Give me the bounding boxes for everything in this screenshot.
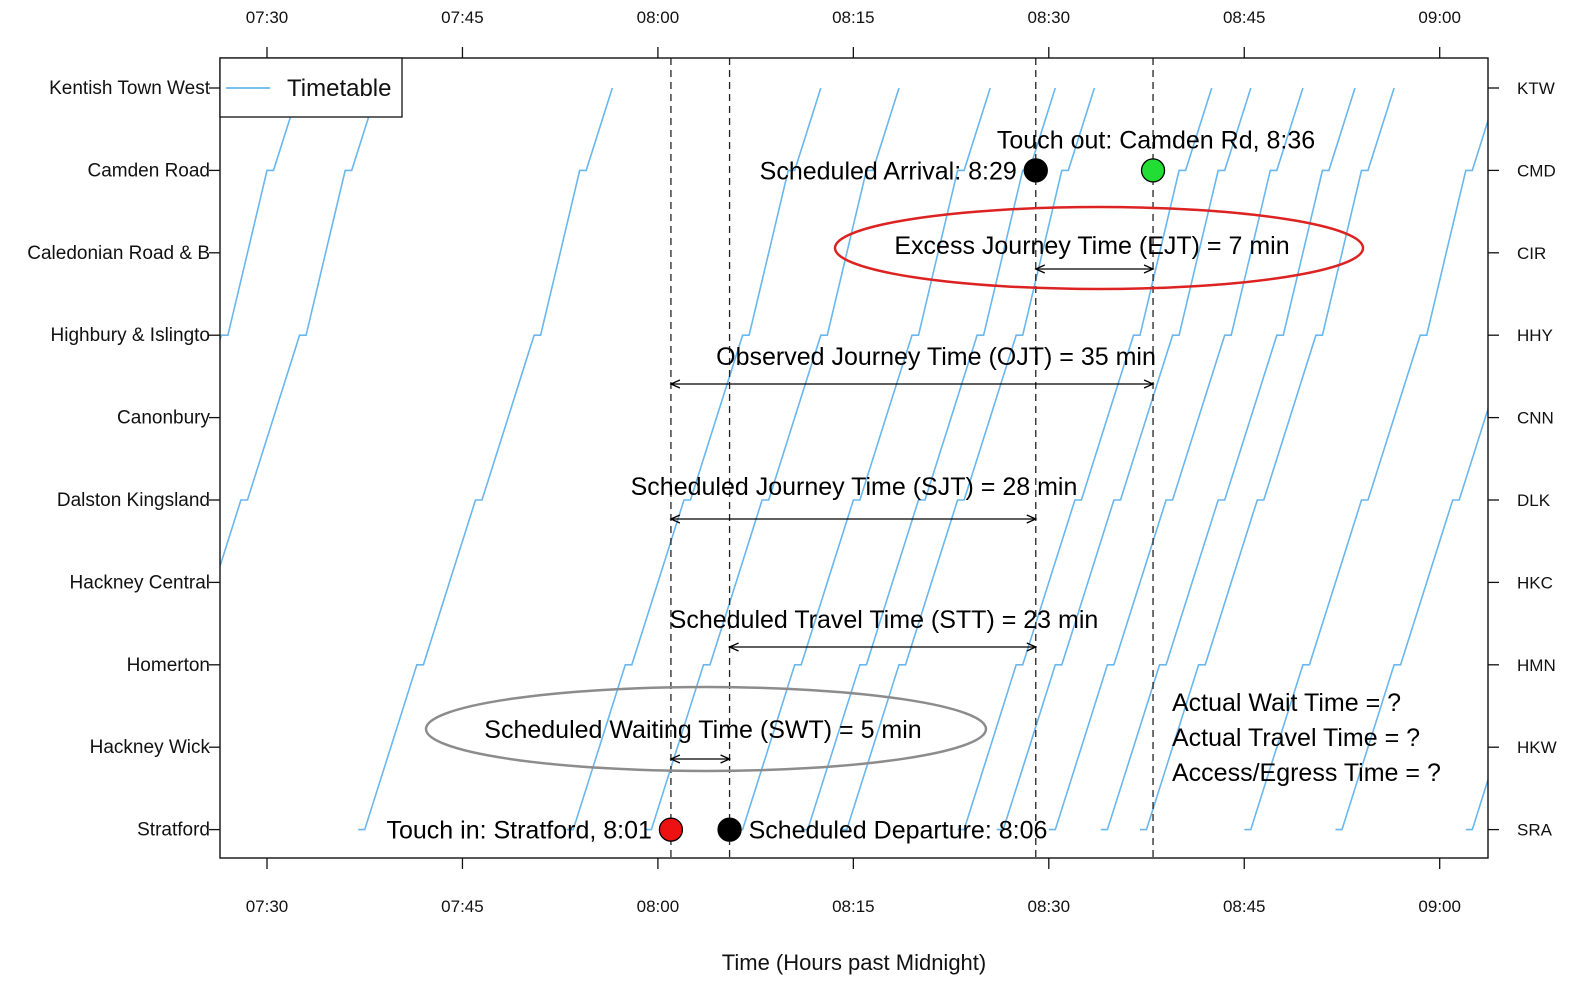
timetable-lines [220,87,1488,831]
highlight-ellipses [424,205,1365,773]
train-path [957,87,1213,831]
station-code: SRA [1517,821,1553,840]
x-axis-title: Time (Hours past Midnight) [722,950,986,975]
station-code: HMN [1517,656,1556,675]
event-marker [658,817,684,842]
interval-label: Excess Journey Time (EJT) = 7 min [894,232,1289,260]
marker-label: Scheduled Arrival: 8:29 [760,157,1017,185]
plot-frame [219,57,1489,859]
station-code: HKC [1517,573,1553,592]
x-tick-label-bottom: 08:15 [832,897,875,916]
x-tick-label-bottom: 08:30 [1028,897,1071,916]
y-axis: Kentish Town West KTW Camden Road CMD Caledo… [27,78,1556,841]
arrow-head-left [669,754,681,764]
event-markers [658,158,1166,842]
note-text: Actual Wait Time = ? [1172,689,1401,717]
train-path [566,87,822,831]
interval-arrows [669,264,1155,764]
train-path [1048,87,1304,831]
train-path [220,87,379,569]
annotations: Excess Journey Time (EJT) = 7 min Observe… [386,126,1440,844]
train-path [358,87,614,831]
train-path [1100,87,1356,831]
arrow-head-right [1143,264,1155,274]
note-text: Actual Travel Time = ? [1172,724,1420,752]
train-path [996,87,1252,831]
train-path [220,87,301,343]
legend-label: Timetable [287,75,391,102]
x-axis: 07:30 07:30 07:45 07:45 08:00 08:00 08:15 08:15… [246,8,1461,916]
x-tick-label-top: 08:30 [1028,8,1071,27]
station-label: Canonbury [117,408,210,429]
arrow-head-left [727,642,739,652]
interval-label: Scheduled Journey Time (SJT) = 28 min [631,473,1078,501]
x-tick-label-top: 09:00 [1418,8,1461,27]
train-path [1335,406,1488,831]
legend: Timetable [219,57,403,118]
arrow-head-left [669,514,681,524]
station-label: Hackney Central [70,572,210,593]
station-label: Kentish Town West [49,78,211,99]
station-code: DLK [1517,491,1551,510]
arrow-head-right [720,754,732,764]
reference-lines [670,58,1154,858]
station-code: HHY [1517,326,1553,345]
x-tick-label-bottom: 07:30 [246,897,289,916]
station-label: Caledonian Road & B [27,243,210,264]
x-tick-label-bottom: 08:00 [637,897,680,916]
arrow-head-right [1026,642,1038,652]
interval-label: Scheduled Waiting Time (SWT) = 5 min [484,716,921,744]
train-path [1140,87,1395,831]
arrow-head-right [1143,379,1155,389]
x-tick-label-top: 07:45 [441,8,484,27]
station-code: CNN [1517,409,1554,428]
plot-border [219,57,1489,859]
event-marker [1140,158,1166,183]
marker-label: Scheduled Departure: 8:06 [749,817,1048,845]
train-path [644,87,900,831]
train-path [1244,117,1488,831]
marker-label: Touch in: Stratford, 8:01 [386,817,651,845]
x-tick-label-bottom: 08:45 [1223,897,1266,916]
station-label: Highbury & Islingto [51,325,210,346]
station-label: Stratford [137,820,210,841]
highlight-ellipse [424,685,988,773]
x-tick-label-bottom: 09:00 [1418,897,1461,916]
station-label: Dalston Kingsland [57,490,210,511]
event-marker [1023,158,1048,183]
x-tick-label-bottom: 07:45 [441,897,484,916]
station-label: Homerton [127,655,210,676]
arrow-head-left [669,379,681,389]
station-label: Hackney Wick [90,737,211,758]
interval-label: Scheduled Travel Time (STT) = 23 min [670,606,1099,634]
x-tick-label-top: 08:45 [1223,8,1266,27]
train-path [840,87,1096,831]
station-code: CIR [1517,244,1546,263]
highlight-ellipse [833,205,1365,291]
arrow-head-left [1034,264,1046,274]
station-code: KTW [1517,79,1555,98]
station-label: Camden Road [87,160,210,181]
x-tick-label-top: 08:15 [832,8,875,27]
train-path [736,87,991,831]
train-path [801,87,1057,831]
x-tick-label-top: 07:30 [246,8,289,27]
station-code: CMD [1517,161,1556,180]
interval-label: Observed Journey Time (OJT) = 35 min [716,343,1156,371]
note-text: Access/Egress Time = ? [1172,759,1441,787]
event-marker [717,817,742,842]
arrow-head-right [1026,514,1038,524]
marker-label: Touch out: Camden Rd, 8:36 [997,126,1315,154]
station-code: HKW [1517,738,1557,757]
x-tick-label-top: 08:00 [637,8,680,27]
